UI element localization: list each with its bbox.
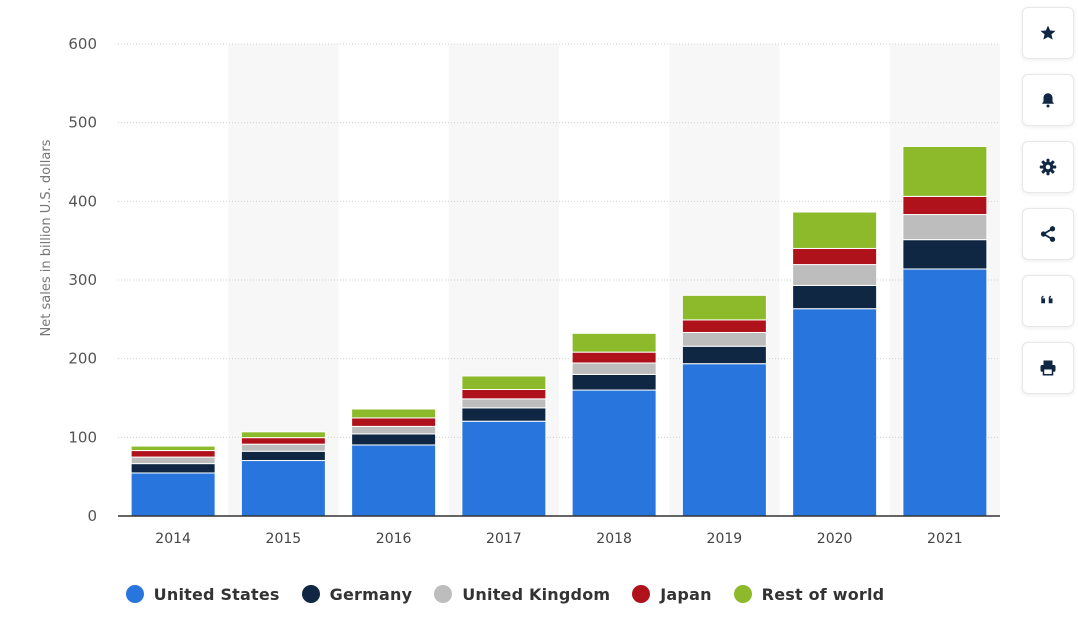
bar-segment-germany-2020 [792,284,878,310]
bar-segment-rest-of-world-2019 [681,294,767,321]
x-tick-label: 2016 [376,531,412,547]
x-tick-label: 2018 [596,531,632,547]
x-tick-label: 2021 [927,531,963,547]
bar-segment-germany-2021 [902,239,988,270]
favorite-button[interactable] [1022,7,1074,59]
bar-segment-japan-2019 [681,319,767,333]
share-icon [1040,226,1056,242]
bar-segment-japan-2017 [461,389,547,400]
y-tick-label: 600 [68,35,97,53]
legend-swatch [733,585,752,603]
legend-swatch [301,585,320,603]
bar-segment-rest-of-world-2021 [902,145,988,197]
bar-segment-rest-of-world-2020 [792,211,878,249]
bar-segment-germany-2018 [571,373,657,391]
bar-segment-united-kingdom-2018 [571,362,657,375]
bar-segment-united-states-2014 [130,472,216,517]
bar-segment-japan-2015 [240,437,326,445]
gear-icon [1039,158,1057,176]
legend-item[interactable]: United States [125,584,280,604]
legend-item[interactable]: Rest of world [733,584,885,604]
y-tick-label: 200 [68,350,97,368]
bar-segment-germany-2016 [351,433,437,446]
cite-button[interactable] [1022,275,1074,327]
legend-label: United States [153,584,280,604]
print-icon [1040,360,1056,376]
y-tick-label: 100 [68,428,97,446]
x-tick-label: 2019 [707,531,743,547]
side-toolbar [1022,7,1074,409]
bar-segment-japan-2021 [902,195,988,216]
bar-segment-rest-of-world-2017 [461,375,547,391]
bar-segment-germany-2014 [130,463,216,474]
bar-segment-rest-of-world-2015 [240,431,326,439]
x-tick-label: 2020 [817,531,853,547]
x-tick-label: 2015 [266,531,302,547]
bar-segment-united-states-2020 [792,308,878,517]
chart-legend: United States Germany United Kingdom Japan R… [0,580,1010,608]
legend-label: Japan [660,584,712,604]
star-icon [1040,25,1056,40]
x-tick-label: 2014 [155,531,191,547]
bar-segment-germany-2015 [240,450,326,462]
bar-segment-rest-of-world-2016 [351,408,437,419]
bar-segment-japan-2018 [571,351,657,364]
bar-segment-united-states-2018 [571,389,657,517]
bar-segment-united-states-2017 [461,420,547,517]
chart-area: 0 100 200 300 400 500 600 Net sales in billion … [0,35,1010,608]
bar-segment-united-states-2015 [240,460,326,517]
y-tick-label: 500 [68,114,97,132]
legend-swatch [434,585,453,603]
bar-segment-japan-2014 [130,450,216,458]
legend-item[interactable]: United Kingdom [434,585,610,604]
legend-swatch [632,585,651,603]
bar-segment-united-kingdom-2020 [792,264,878,286]
bar-segment-rest-of-world-2014 [130,445,216,452]
print-button[interactable] [1022,342,1074,394]
bar-segment-united-kingdom-2021 [902,214,988,241]
notification-button[interactable] [1022,74,1074,126]
legend-item[interactable]: Japan [632,585,711,604]
bar-segment-united-kingdom-2015 [240,443,326,452]
share-button[interactable] [1022,208,1074,260]
legend-swatch [125,585,144,603]
bell-icon [1042,93,1054,108]
bar-segment-united-states-2019 [681,363,767,517]
legend-item[interactable]: Germany [301,584,413,604]
quote-icon [1041,295,1053,304]
bar-segment-japan-2020 [792,247,878,266]
legend-label: Rest of world [761,584,885,604]
bar-segment-united-kingdom-2016 [351,425,437,435]
bar-segment-japan-2016 [351,417,437,427]
y-tick-label: 300 [68,271,97,289]
bar-segment-germany-2017 [461,407,547,422]
y-tick-label: 400 [68,192,97,210]
bar-segment-germany-2019 [681,345,767,365]
bar-segment-united-states-2016 [351,444,437,517]
y-tick-label: 0 [87,507,97,525]
settings-button[interactable] [1022,141,1074,193]
stacked-bar-chart: 0 100 200 300 400 500 600 Net sales in billion … [39,35,1000,547]
x-tick-label: 2017 [486,531,522,547]
bar-segment-united-kingdom-2014 [130,456,216,465]
bar-segment-united-kingdom-2019 [681,331,767,347]
y-axis-label: Net sales in billion U.S. dollars [39,139,54,336]
legend-label: United Kingdom [462,584,611,604]
legend-label: Germany [329,584,413,604]
bar-segment-united-states-2021 [902,268,988,517]
bar-segment-united-kingdom-2017 [461,398,547,409]
bar-segment-rest-of-world-2018 [571,332,657,353]
